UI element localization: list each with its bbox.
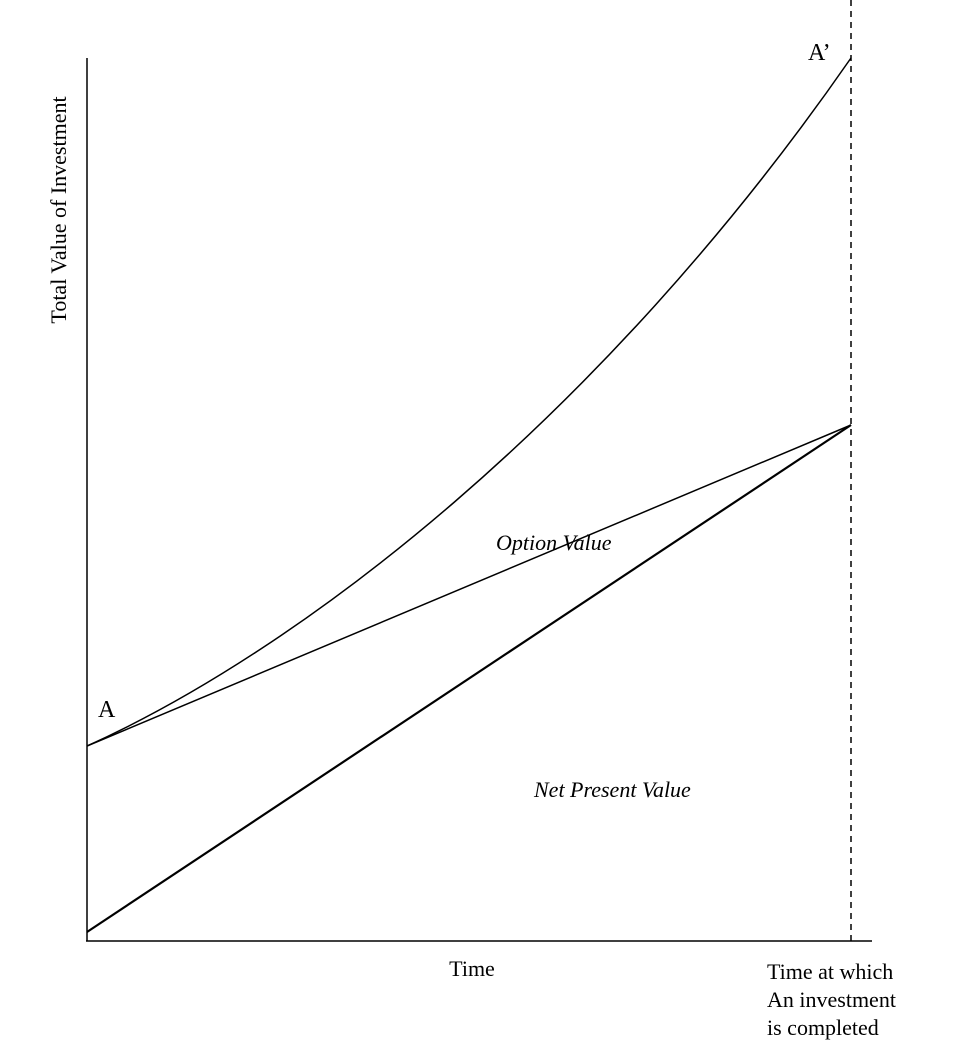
point-label: A xyxy=(98,697,116,723)
option-line xyxy=(86,424,852,747)
point-label: A’ xyxy=(808,40,831,66)
npv-line xyxy=(86,424,852,933)
completion-label: Time at which xyxy=(767,959,893,984)
completion-label: is completed xyxy=(767,1015,879,1040)
x-axis-label: Time xyxy=(449,956,495,981)
y-axis-label: Total Value of Investment xyxy=(46,96,71,323)
region-label: Option Value xyxy=(496,530,612,555)
total-value-curve xyxy=(86,57,852,747)
region-label: Net Present Value xyxy=(533,777,691,802)
completion-label: An investment xyxy=(767,987,896,1012)
